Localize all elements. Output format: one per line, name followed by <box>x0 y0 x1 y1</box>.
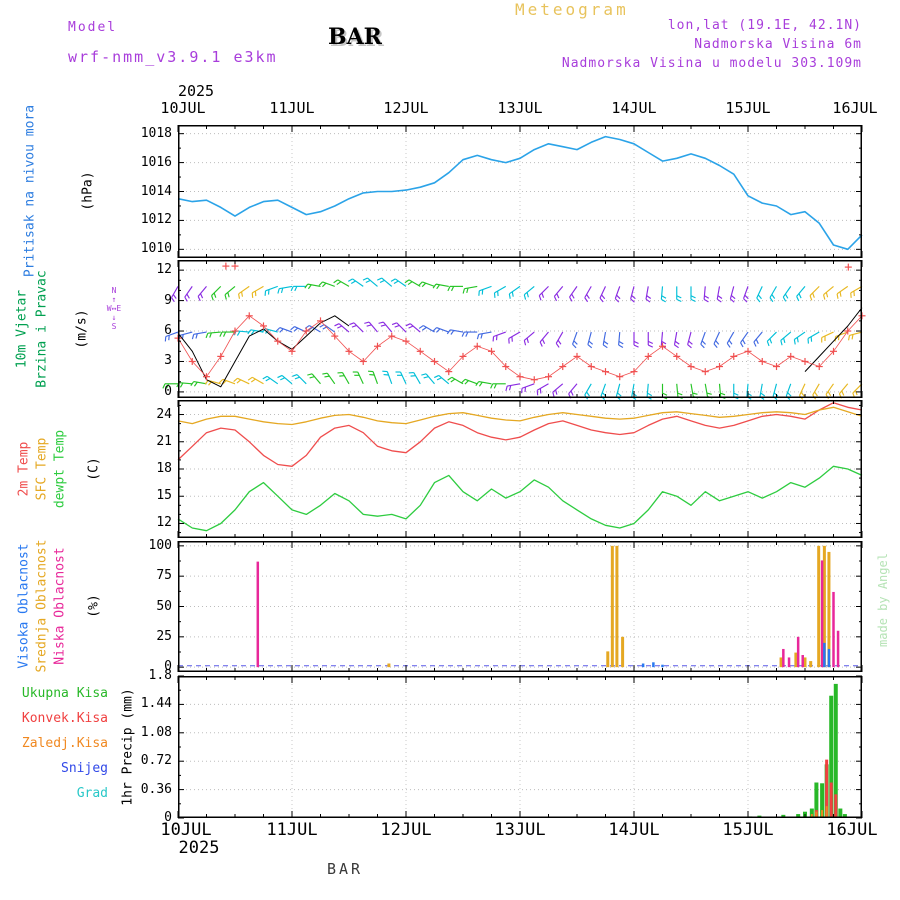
bottom-axis-year: 2025 <box>178 838 220 858</box>
precip-convective-legend: Konvek.Kisa <box>21 711 108 726</box>
cloud-high-legend: Visoka Oblacnost <box>16 543 32 669</box>
y-tick-label: 1014 <box>140 183 172 199</box>
wind-unit-label: (m/s) <box>74 309 90 349</box>
top-axis-label-1: 11JUL <box>269 99 315 117</box>
top-axis-label-3: 13JUL <box>497 99 543 117</box>
temp-2m-legend: 2m Temp <box>16 441 32 497</box>
y-tick-label: 75 <box>156 568 172 584</box>
lonlat-text: lon,lat (19.1E, 42.1N) <box>667 18 862 33</box>
bottom-axis-label-1: 11JUL <box>266 820 318 840</box>
bottom-axis-label-2: 12JUL <box>380 820 432 840</box>
compass-north-label: N <box>111 286 117 295</box>
model-elevation-text: Nadmorska Visina u modelu 303.109m <box>561 56 862 71</box>
top-axis-label-4: 14JUL <box>611 99 657 117</box>
wind-axis-title-2: Brzina i Pravac <box>34 270 50 388</box>
bottom-axis-label-0: 10JUL <box>160 820 212 840</box>
y-tick-label: 1010 <box>140 241 172 257</box>
bottom-axis-label-6: 16JUL <box>826 820 878 840</box>
temp-dewpoint-legend: dewpt Temp <box>52 429 68 509</box>
y-tick-label: 12 <box>156 262 172 278</box>
y-tick-label: 100 <box>148 537 172 553</box>
y-tick-label: 1016 <box>140 154 172 170</box>
y-tick-label: 24 <box>156 406 172 422</box>
elevation-text: Nadmorska Visina 6m <box>694 37 862 52</box>
model-label: Model <box>68 20 118 35</box>
y-tick-label: 1.8 <box>148 668 172 683</box>
pressure-unit-label: (hPa) <box>80 171 96 211</box>
y-tick-label: 15 <box>156 488 172 504</box>
cloud-unit-label: (%) <box>86 594 102 618</box>
top-axis-year: 2025 <box>177 82 215 100</box>
precip-snow-legend: Snijeg <box>61 761 108 776</box>
footer-station-label: BAR <box>326 860 364 878</box>
bottom-axis-label-5: 15JUL <box>722 820 774 840</box>
location-info: lon,lat (19.1E, 42.1N) Nadmorska Visina … <box>562 16 862 73</box>
pressure-axis-title: Pritisak na nivou mora <box>22 104 38 278</box>
top-axis-label-2: 12JUL <box>383 99 429 117</box>
precip-frozen-legend: Zaledj.Kisa <box>21 736 108 751</box>
y-tick-label: 3 <box>164 353 172 369</box>
y-tick-label: 21 <box>156 433 172 449</box>
top-axis-label-0: 10JUL <box>160 99 206 117</box>
wind-chart-svg <box>162 260 866 401</box>
temp-chart-svg <box>177 400 863 538</box>
precip-hail-legend: Grad <box>76 786 108 801</box>
model-name: wrf-nmm_v3.9.1 e3km <box>68 48 278 66</box>
top-axis-label-5: 15JUL <box>725 99 771 117</box>
temp-sfc-legend: SFC Temp <box>34 437 50 501</box>
station-title: BAR <box>328 24 382 50</box>
compass-west-east-label: W↔E <box>106 304 122 313</box>
precip-total-legend: Ukupna Kisa <box>21 686 108 701</box>
compass-up-arrow-icon: ↑ <box>111 295 117 304</box>
precip-axis-title: 1hr Precip (mm) <box>120 688 136 806</box>
y-tick-label: 12 <box>156 515 172 531</box>
y-tick-label: 0 <box>164 659 172 675</box>
cloud-mid-legend: Srednja Oblacnost <box>34 539 50 673</box>
compass-down-arrow-icon: ↓ <box>111 313 117 322</box>
bottom-axis-label-3: 13JUL <box>494 820 546 840</box>
pressure-chart-svg <box>177 125 863 258</box>
wind-direction-compass: N ↑ W↔E ↓ S <box>99 286 129 331</box>
y-tick-label: 1018 <box>140 125 172 141</box>
page-title: Meteogram <box>515 0 629 19</box>
y-tick-label: 50 <box>156 598 172 614</box>
y-tick-label: 25 <box>156 628 172 644</box>
y-tick-label: 1012 <box>140 212 172 228</box>
cloud-low-legend: Niska Oblacnost <box>52 547 68 665</box>
compass-south-label: S <box>111 322 117 331</box>
temp-unit-label: (C) <box>86 457 102 481</box>
y-tick-label: 18 <box>156 461 172 476</box>
bottom-axis-label-4: 14JUL <box>608 820 660 840</box>
cloud-chart-svg <box>177 541 863 672</box>
top-axis-label-6: 16JUL <box>832 99 878 117</box>
watermark: made by Angel <box>876 553 890 647</box>
wind-axis-title-1: 10m Vjetar <box>14 289 30 369</box>
precip-chart-svg <box>177 675 863 819</box>
